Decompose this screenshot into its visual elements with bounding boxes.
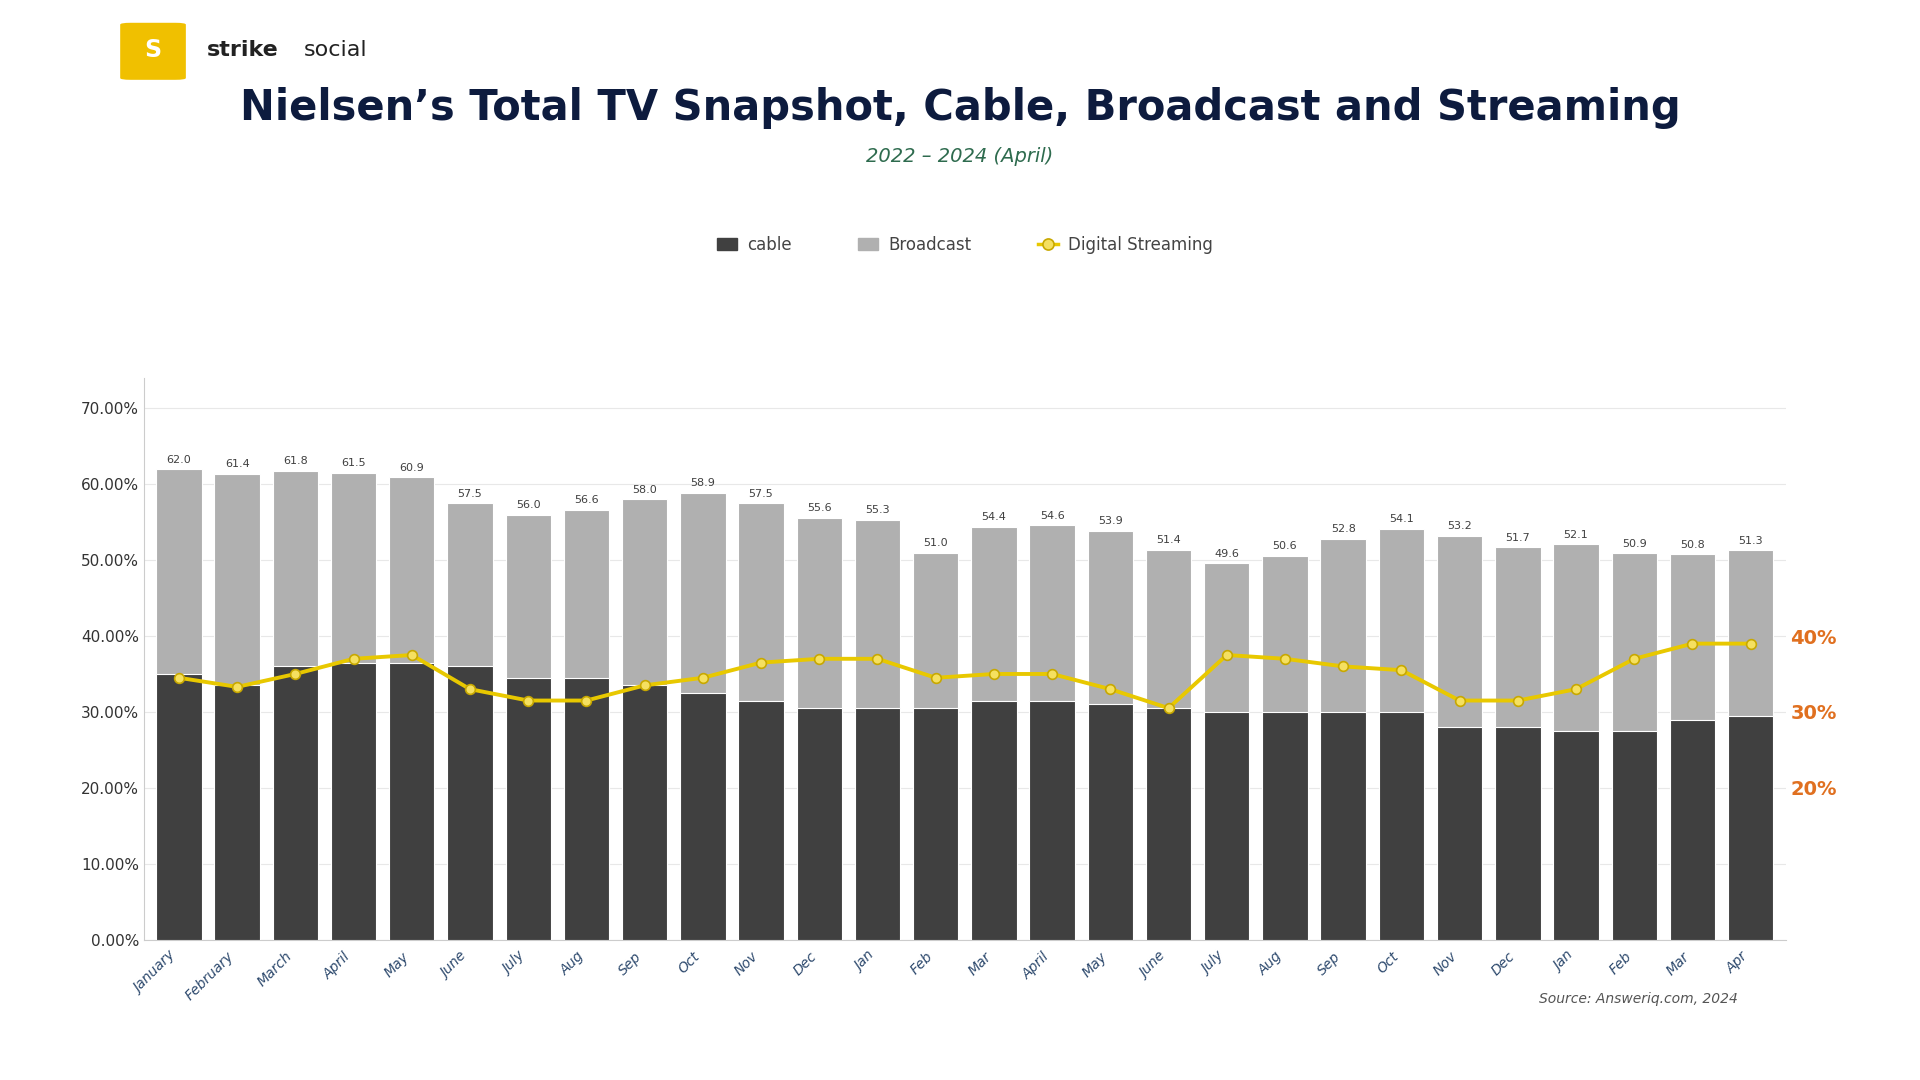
Text: 53.2: 53.2 (1448, 522, 1473, 531)
FancyBboxPatch shape (121, 23, 186, 80)
Bar (972, 701, 1016, 940)
Bar (1261, 555, 1308, 940)
Text: 55.6: 55.6 (806, 503, 831, 513)
Text: 50.6: 50.6 (1273, 541, 1298, 551)
Text: Nielsen’s Total TV Snapshot, Cable, Broadcast and Streaming: Nielsen’s Total TV Snapshot, Cable, Broa… (240, 87, 1680, 129)
Bar (797, 517, 843, 940)
Text: 2022 – 2024 (April): 2022 – 2024 (April) (866, 147, 1054, 166)
Text: 51.7: 51.7 (1505, 532, 1530, 542)
Bar (1146, 708, 1190, 940)
Bar (1436, 536, 1482, 940)
Bar (1379, 712, 1425, 940)
Bar (1436, 727, 1482, 940)
Legend: cable, Broadcast, Digital Streaming: cable, Broadcast, Digital Streaming (710, 229, 1219, 260)
Text: 61.5: 61.5 (342, 458, 367, 469)
Text: 54.1: 54.1 (1388, 514, 1413, 525)
Bar (1553, 544, 1599, 940)
Text: 57.5: 57.5 (749, 488, 774, 499)
Bar (1146, 550, 1190, 940)
Bar (156, 674, 202, 940)
Text: 51.0: 51.0 (924, 538, 948, 548)
Bar (330, 473, 376, 940)
Text: 49.6: 49.6 (1213, 549, 1238, 558)
Text: 61.4: 61.4 (225, 459, 250, 469)
Bar (1204, 712, 1250, 940)
Text: 60.9: 60.9 (399, 463, 424, 473)
Bar (1496, 727, 1540, 940)
Bar (1728, 551, 1774, 940)
Text: 55.3: 55.3 (866, 505, 889, 515)
Text: 51.4: 51.4 (1156, 535, 1181, 545)
Bar (273, 666, 319, 940)
Bar (854, 708, 900, 940)
Bar (1496, 548, 1540, 940)
Text: social: social (303, 40, 367, 60)
Text: 56.6: 56.6 (574, 496, 599, 505)
Text: 52.1: 52.1 (1563, 529, 1588, 540)
Text: 53.9: 53.9 (1098, 516, 1123, 526)
Bar (797, 708, 843, 940)
Text: 61.8: 61.8 (282, 456, 307, 467)
Bar (1728, 716, 1774, 940)
Bar (1553, 731, 1599, 940)
Bar (1611, 553, 1657, 940)
Bar (215, 474, 259, 940)
Text: 58.9: 58.9 (691, 478, 716, 488)
Bar (564, 510, 609, 940)
Bar (680, 693, 726, 940)
Bar (1321, 712, 1365, 940)
Bar (1321, 539, 1365, 940)
Bar (390, 663, 434, 940)
Text: 51.3: 51.3 (1738, 536, 1763, 545)
Bar (1670, 719, 1715, 940)
Bar (972, 527, 1016, 940)
Bar (680, 492, 726, 940)
Bar (854, 519, 900, 940)
Text: 54.4: 54.4 (981, 512, 1006, 523)
Text: 54.6: 54.6 (1041, 511, 1064, 521)
Bar (273, 471, 319, 940)
Bar (622, 686, 668, 940)
Bar (1087, 530, 1133, 940)
Bar (215, 686, 259, 940)
Bar (1611, 731, 1657, 940)
Bar (505, 678, 551, 940)
Bar (914, 708, 958, 940)
Text: 58.0: 58.0 (632, 485, 657, 495)
Text: strike: strike (207, 40, 278, 60)
Bar (1029, 701, 1075, 940)
Bar (330, 663, 376, 940)
Bar (447, 666, 493, 940)
Bar (739, 701, 783, 940)
Text: 50.9: 50.9 (1622, 539, 1647, 549)
Bar (390, 477, 434, 940)
Bar (505, 514, 551, 940)
Text: 56.0: 56.0 (516, 500, 541, 510)
Text: 52.8: 52.8 (1331, 524, 1356, 535)
Text: Source: Answeriq.com, 2024: Source: Answeriq.com, 2024 (1538, 993, 1738, 1005)
Bar (447, 503, 493, 940)
Bar (622, 499, 668, 940)
Bar (914, 553, 958, 940)
Text: S: S (144, 38, 161, 63)
Text: 62.0: 62.0 (167, 455, 192, 464)
Bar (1261, 712, 1308, 940)
Bar (564, 678, 609, 940)
Text: 57.5: 57.5 (457, 488, 482, 499)
Text: 50.8: 50.8 (1680, 540, 1705, 550)
Bar (1087, 704, 1133, 940)
Bar (156, 469, 202, 940)
Bar (739, 503, 783, 940)
Bar (1204, 563, 1250, 940)
Bar (1670, 554, 1715, 940)
Bar (1029, 525, 1075, 940)
Bar (1379, 529, 1425, 940)
